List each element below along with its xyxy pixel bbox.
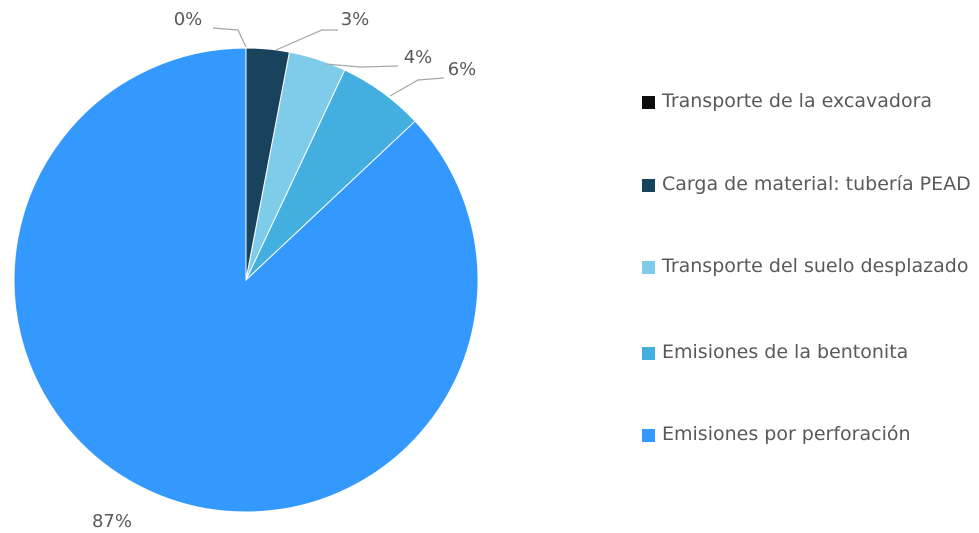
legend-label: Transporte del suelo desplazado — [662, 255, 969, 277]
legend-label: Emisiones por perforación — [662, 423, 911, 445]
leader-line — [212, 27, 247, 48]
leader-line — [275, 29, 338, 51]
legend-swatch — [642, 429, 655, 442]
legend-swatch — [642, 179, 655, 192]
legend-item: Transporte de la excavadora — [642, 88, 979, 115]
data-label: 4% — [404, 47, 433, 68]
legend-label: Carga de material: tubería PEAD — [662, 173, 971, 195]
data-label: 87% — [92, 511, 132, 532]
leader-line — [389, 77, 445, 97]
legend-item: Emisiones de la bentonita — [642, 339, 979, 366]
pie-area: 0% 3% 4% 6% 87% — [13, 9, 479, 532]
leader-line — [325, 63, 399, 68]
legend-item: Transporte del suelo desplazado — [642, 253, 979, 280]
legend-swatch — [642, 347, 655, 360]
data-label: 6% — [448, 59, 477, 80]
pie-slice — [13, 47, 479, 513]
legend-item: Emisiones por perforación — [642, 421, 979, 448]
legend-label: Transporte de la excavadora — [662, 90, 933, 112]
data-label: 3% — [341, 9, 370, 30]
legend-swatch — [642, 261, 655, 274]
data-label: 0% — [174, 9, 203, 30]
legend-swatch — [642, 96, 655, 109]
legend-item: Carga de material: tubería PEAD — [642, 171, 979, 198]
legend-label: Emisiones de la bentonita — [662, 341, 909, 363]
